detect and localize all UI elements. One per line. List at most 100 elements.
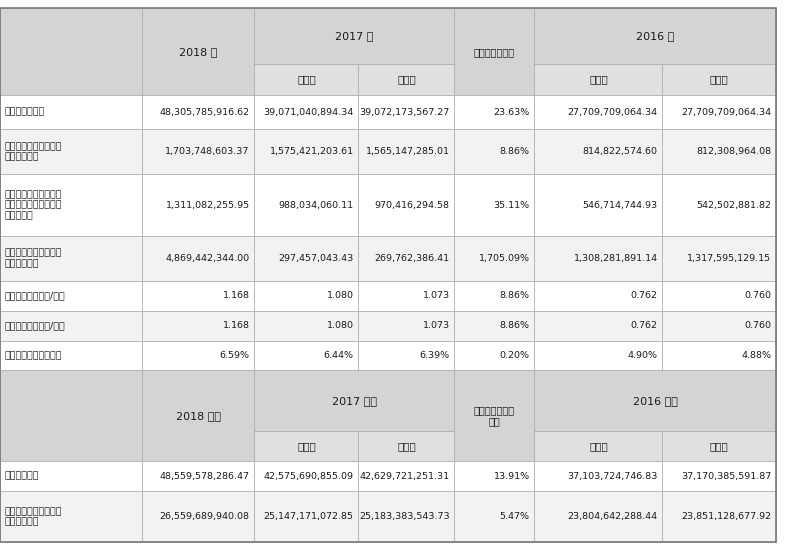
- Text: 988,034,060.11: 988,034,060.11: [278, 201, 354, 209]
- Text: 1,705.09%: 1,705.09%: [478, 254, 530, 263]
- Text: 6.59%: 6.59%: [219, 351, 250, 360]
- Bar: [662, 95, 776, 129]
- Bar: [662, 129, 776, 174]
- Bar: [142, 8, 254, 95]
- Text: 27,709,709,064.34: 27,709,709,064.34: [681, 107, 771, 117]
- Bar: [662, 491, 776, 542]
- Bar: [0, 311, 142, 341]
- Bar: [142, 370, 254, 461]
- Bar: [254, 461, 358, 491]
- Text: 1,575,421,203.61: 1,575,421,203.61: [270, 147, 354, 156]
- Text: 0.762: 0.762: [630, 292, 658, 300]
- Bar: [358, 95, 454, 129]
- Text: 39,072,173,567.27: 39,072,173,567.27: [359, 107, 450, 117]
- Text: 0.760: 0.760: [744, 292, 771, 300]
- Text: 基本每股收益（元/股）: 基本每股收益（元/股）: [5, 292, 66, 300]
- Text: 归属于上市公司股东的
净利润（元）: 归属于上市公司股东的 净利润（元）: [5, 142, 62, 161]
- Text: 调整前: 调整前: [297, 441, 316, 451]
- Text: 1.168: 1.168: [222, 321, 250, 330]
- Text: 调整前: 调整前: [589, 74, 608, 84]
- Text: 调整前: 调整前: [297, 74, 316, 84]
- Bar: [254, 311, 358, 341]
- Text: 1,703,748,603.37: 1,703,748,603.37: [166, 147, 250, 156]
- Text: 1.073: 1.073: [422, 292, 450, 300]
- Bar: [254, 432, 358, 461]
- Bar: [454, 174, 534, 235]
- Bar: [534, 95, 662, 129]
- Text: 48,305,785,916.62: 48,305,785,916.62: [159, 107, 250, 117]
- Bar: [254, 64, 358, 95]
- Text: 25,183,383,543.73: 25,183,383,543.73: [359, 512, 450, 521]
- Text: 48,559,578,286.47: 48,559,578,286.47: [160, 471, 250, 481]
- Bar: [358, 461, 454, 491]
- Text: 0.762: 0.762: [630, 321, 658, 330]
- Text: 总资产（元）: 总资产（元）: [5, 471, 39, 481]
- Text: 25,147,171,072.85: 25,147,171,072.85: [264, 512, 354, 521]
- Bar: [534, 432, 662, 461]
- Bar: [0, 281, 142, 311]
- Bar: [254, 174, 358, 235]
- Text: 稀释每股收益（元/股）: 稀释每股收益（元/股）: [5, 321, 66, 330]
- Bar: [142, 95, 254, 129]
- Bar: [142, 174, 254, 235]
- Text: 4.88%: 4.88%: [742, 351, 771, 360]
- Text: 调整后: 调整后: [397, 441, 416, 451]
- Bar: [454, 95, 534, 129]
- Text: 归属于上市公司股东的
扣除非经常性损益的净
利润（元）: 归属于上市公司股东的 扣除非经常性损益的净 利润（元）: [5, 190, 62, 220]
- Text: 297,457,043.43: 297,457,043.43: [278, 254, 354, 263]
- Bar: [254, 95, 358, 129]
- Text: 1,565,147,285.01: 1,565,147,285.01: [366, 147, 450, 156]
- Bar: [0, 341, 142, 370]
- Bar: [662, 341, 776, 370]
- Bar: [358, 432, 454, 461]
- Bar: [358, 491, 454, 542]
- Text: 546,714,744.93: 546,714,744.93: [582, 201, 658, 209]
- Text: 5.47%: 5.47%: [499, 512, 530, 521]
- Bar: [662, 281, 776, 311]
- Bar: [454, 129, 534, 174]
- Bar: [142, 311, 254, 341]
- Text: 23.63%: 23.63%: [494, 107, 530, 117]
- Text: 6.39%: 6.39%: [419, 351, 450, 360]
- Bar: [254, 341, 358, 370]
- Bar: [534, 129, 662, 174]
- Bar: [142, 461, 254, 491]
- Text: 1.073: 1.073: [422, 321, 450, 330]
- Text: 本年末比上年末
增减: 本年末比上年末 增减: [474, 405, 515, 427]
- Text: 8.86%: 8.86%: [499, 292, 530, 300]
- Text: 35.11%: 35.11%: [494, 201, 530, 209]
- Bar: [0, 129, 142, 174]
- Text: 8.86%: 8.86%: [499, 147, 530, 156]
- Bar: [142, 341, 254, 370]
- Bar: [534, 461, 662, 491]
- Bar: [534, 370, 776, 432]
- Bar: [534, 174, 662, 235]
- Bar: [454, 8, 534, 95]
- Bar: [254, 370, 454, 432]
- Text: 调整后: 调整后: [710, 441, 729, 451]
- Bar: [454, 370, 534, 461]
- Text: 1.080: 1.080: [326, 292, 354, 300]
- Bar: [142, 491, 254, 542]
- Text: 调整后: 调整后: [710, 74, 729, 84]
- Bar: [0, 491, 142, 542]
- Text: 970,416,294.58: 970,416,294.58: [374, 201, 450, 209]
- Text: 42,575,690,855.09: 42,575,690,855.09: [264, 471, 354, 481]
- Bar: [358, 64, 454, 95]
- Bar: [0, 235, 142, 281]
- Bar: [662, 311, 776, 341]
- Text: 经营活动产生的现金流
量净额（元）: 经营活动产生的现金流 量净额（元）: [5, 249, 62, 268]
- Text: 37,103,724,746.83: 37,103,724,746.83: [567, 471, 658, 481]
- Text: 调整后: 调整后: [397, 74, 416, 84]
- Text: 1,308,281,891.14: 1,308,281,891.14: [574, 254, 658, 263]
- Text: 27,709,709,064.34: 27,709,709,064.34: [567, 107, 658, 117]
- Bar: [254, 8, 454, 64]
- Text: 1,317,595,129.15: 1,317,595,129.15: [687, 254, 771, 263]
- Bar: [454, 311, 534, 341]
- Text: 4,869,442,344.00: 4,869,442,344.00: [166, 254, 250, 263]
- Bar: [454, 491, 534, 542]
- Text: 0.760: 0.760: [744, 321, 771, 330]
- Bar: [662, 432, 776, 461]
- Text: 23,804,642,288.44: 23,804,642,288.44: [567, 512, 658, 521]
- Bar: [254, 235, 358, 281]
